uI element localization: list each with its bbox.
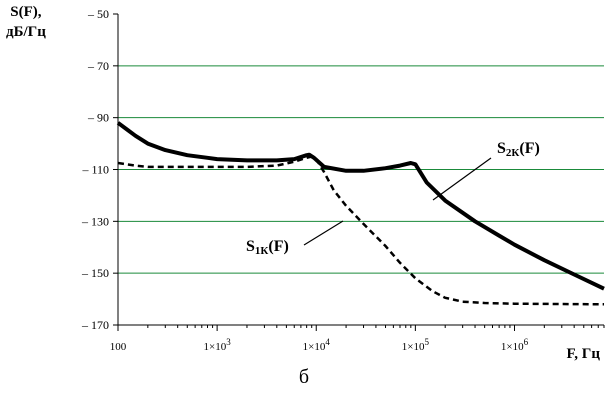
y-tick-label: – 130 [81, 214, 109, 228]
series-line-1 [117, 155, 605, 306]
y-axis-label-line-2: дБ/Гц [6, 24, 46, 40]
y-axis-label: S(F), дБ/Гц [6, 2, 46, 42]
y-tick-label: – 170 [81, 318, 109, 332]
y-axis-label-line-1: S(F), [10, 4, 42, 20]
figure-caption: б [298, 366, 310, 388]
series-leader-0 [432, 157, 492, 201]
x-tick-label: 100 [110, 341, 127, 353]
y-tick-label: – 90 [87, 111, 109, 125]
y-tick-label: – 70 [87, 59, 109, 73]
series-line-0 [116, 121, 605, 291]
series-label-0: S2К(F) [497, 140, 540, 159]
series-leader-1 [303, 220, 344, 246]
y-tick-label: – 50 [87, 7, 109, 21]
x-tick-label: 1×106 [501, 337, 529, 353]
x-tick-label: 1×104 [303, 337, 331, 353]
x-tick-label: 1×103 [204, 337, 232, 353]
x-tick-label: 1×105 [402, 337, 430, 353]
y-tick-label: – 110 [81, 163, 109, 177]
series-label-1: S1К(F) [246, 238, 289, 257]
x-axis-label: F, Гц [567, 346, 601, 362]
y-tick-label: – 150 [81, 266, 109, 280]
